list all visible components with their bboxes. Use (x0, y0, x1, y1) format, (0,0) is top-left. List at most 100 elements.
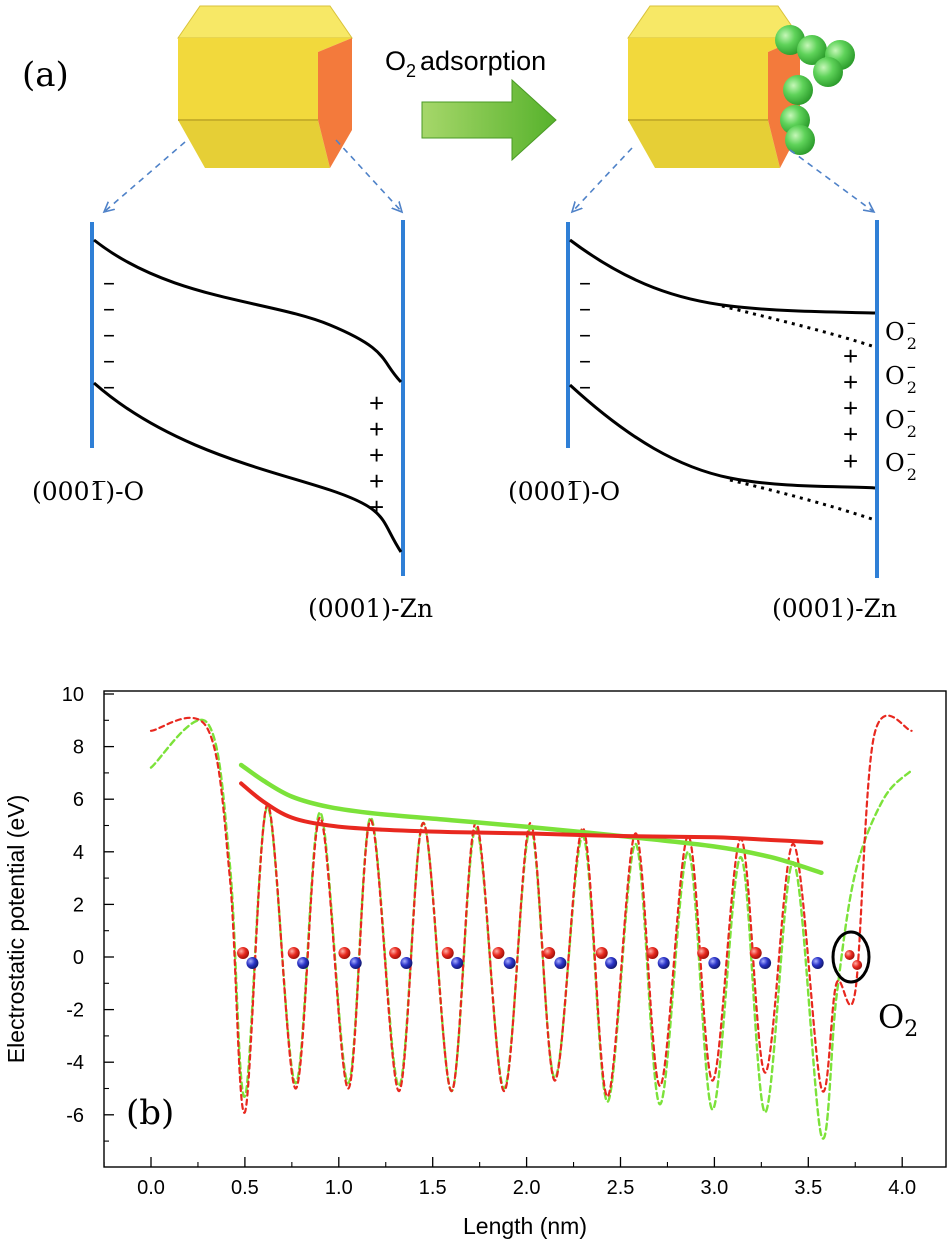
oxygen-atom (338, 947, 351, 959)
y-axis-label: Electrostatic potential (eV) (3, 795, 29, 1063)
dashed-pointers (104, 139, 874, 212)
panel-a: (a) (22, 5, 917, 623)
zn-face-label: (0001)-Zn (308, 594, 433, 623)
x-axis-label: Length (nm) (463, 1213, 587, 1239)
y-tick-label: -4 (66, 1052, 84, 1074)
y-tick-label: -6 (66, 1105, 84, 1127)
zn-face-label: (0001)-Zn (772, 594, 897, 623)
zinc-atom (297, 957, 310, 969)
crystal-zn-face (318, 38, 352, 168)
x-tick-label: 0.5 (231, 1177, 259, 1199)
y-tick-label: 4 (73, 842, 84, 864)
dashed-arrow-right (335, 139, 402, 212)
conduction-band (93, 238, 403, 384)
series-potential-red (149, 714, 913, 1114)
arrow-shape (421, 78, 557, 162)
valence-band (568, 383, 876, 490)
crystal-top-face (627, 5, 801, 39)
zinc-atom (759, 957, 772, 969)
minus-sign: – (579, 372, 591, 400)
oxygen-sphere (813, 57, 843, 87)
zno-crystal-left (177, 5, 353, 168)
x-tick-label: 2.5 (607, 1177, 635, 1199)
adsorbed-o2-circle (831, 930, 871, 984)
o2-minus-label: O 2– (885, 443, 917, 484)
plot-frame (103, 690, 947, 1168)
zinc-atom (451, 957, 464, 969)
minus-sign: – (103, 372, 115, 400)
dashed-arrow-right (789, 149, 874, 212)
y-tick-label: -2 (66, 1000, 84, 1022)
zinc-atom (246, 957, 259, 969)
y-tick-label: 6 (73, 789, 84, 811)
x-tick-label: 0.0 (137, 1177, 165, 1199)
series-band-red (239, 781, 824, 845)
minus-sign: – (103, 346, 115, 374)
oxygen-sphere (797, 35, 827, 65)
valence-band-original (729, 478, 876, 522)
oxygen-atom (237, 947, 250, 959)
superoxide-ions: O 2– O 2– O 2– O 2– (885, 312, 917, 484)
zinc-atom (811, 957, 824, 969)
series-layer (149, 714, 913, 1140)
adsorbed-oxygen-atom (844, 950, 855, 960)
o2-minus-label: O 2– (885, 400, 917, 441)
plus-sign: + (369, 440, 384, 470)
zinc-atom (657, 957, 670, 969)
atom-layer (237, 947, 863, 970)
x-tick-label: 4.0 (888, 1177, 916, 1199)
crystal-lower-face (178, 120, 330, 168)
x-tick-label: 1.5 (419, 1177, 447, 1199)
crystal-lower-face (628, 120, 780, 168)
minus-sign: – (579, 268, 591, 296)
plus-sign: + (843, 446, 858, 476)
zinc-atom (605, 957, 618, 969)
oxygen-atom (389, 947, 402, 959)
y-tick-label: 10 (62, 684, 84, 706)
band-diagram-clean: – – – – – + + + + + (0001̅)-O (0001)-Zn (32, 220, 433, 623)
negative-charges: – – – – – (579, 268, 591, 400)
oxygen-atom (595, 947, 608, 959)
minus-sign: – (579, 294, 591, 322)
oxygen-sphere (785, 125, 815, 155)
crystal-top-face (177, 5, 353, 39)
minus-sign: – (579, 346, 591, 374)
zno-crystal-right (627, 5, 855, 168)
plus-sign: + (843, 341, 858, 371)
x-tick-label: 2.0 (513, 1177, 541, 1199)
o-face-label: (0001̅)-O (508, 477, 620, 506)
panel-a-label: (a) (22, 55, 69, 95)
positive-charges: + + + + + (369, 388, 384, 522)
plus-sign: + (843, 393, 858, 423)
x-tick-label: 3.5 (794, 1177, 822, 1199)
adsorbed-oxygen-spheres (775, 25, 855, 155)
o2-minus-label: O 2– (885, 356, 917, 397)
oxygen-atom (287, 947, 300, 959)
oxygen-atom (697, 947, 710, 959)
o2-label: O2 (878, 998, 918, 1042)
zinc-atom (400, 957, 413, 969)
arrow-label: O2 adsorption (385, 46, 546, 81)
plus-sign: + (369, 466, 384, 496)
minus-sign: – (103, 268, 115, 296)
plus-sign: + (843, 367, 858, 397)
plus-sign: + (369, 388, 384, 418)
crystal-upper-face (178, 38, 352, 120)
y-tick-label: 2 (73, 894, 84, 916)
plus-sign: + (369, 492, 384, 522)
oxygen-sphere (783, 75, 813, 105)
o-face-label: (0001̅)-O (32, 477, 144, 506)
positive-charges: + + + + + (843, 341, 858, 476)
y-tick-label: 0 (73, 947, 84, 969)
minus-sign: – (103, 320, 115, 348)
y-tick-label: 8 (73, 737, 84, 759)
negative-charges: – – – – – (103, 268, 115, 400)
x-tick-label: 3.0 (700, 1177, 728, 1199)
adsorption-arrow: O2 adsorption (385, 46, 557, 162)
oxygen-atom (492, 947, 505, 959)
conduction-band-original (721, 304, 876, 349)
band-diagram-o2-adsorbed: – – – – – + + + + + O 2– O 2– O 2– O 2– (000… (508, 220, 917, 623)
crystal-upper-face (628, 38, 800, 120)
panel-b: 0.0 0.5 1.0 1.5 2.0 2.5 3.0 3.5 4.0 10 8 6 4 2 0 -2 -4 -6… (3, 684, 947, 1239)
